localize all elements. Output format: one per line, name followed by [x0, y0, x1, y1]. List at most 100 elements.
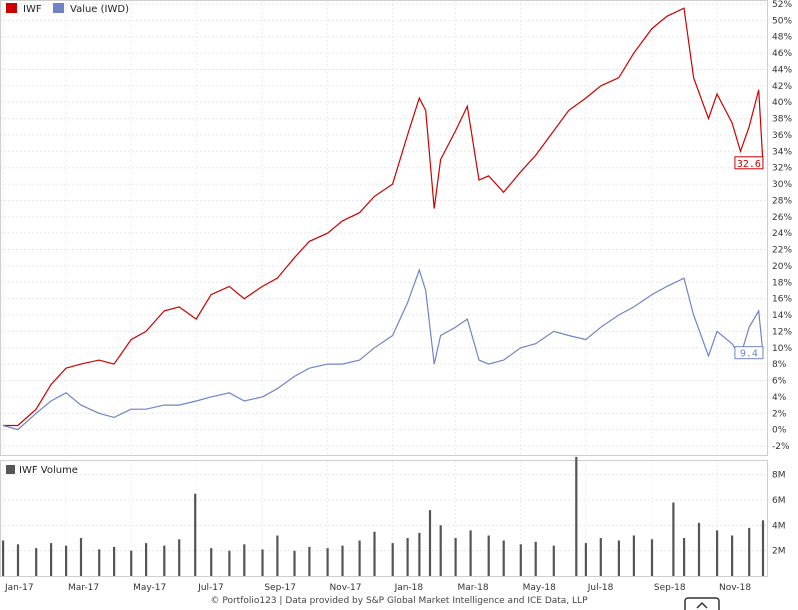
x-tick-may-17: May-17	[133, 583, 166, 593]
volume-bar	[2, 540, 5, 576]
x-tick-sep-18: Sep-18	[654, 583, 686, 593]
volume-bar	[373, 531, 376, 576]
volume-bar	[113, 546, 116, 576]
y-tick-0: 0%	[772, 426, 787, 436]
legend-swatch-iwf	[6, 3, 17, 13]
legend-label-value-iwd: Value (IWD)	[70, 4, 129, 15]
y-tick-20: 20%	[772, 262, 792, 272]
volume-bar	[261, 549, 264, 576]
vol-y-tick-2m: 2M	[772, 547, 786, 557]
vol-y-tick-6m: 6M	[772, 496, 786, 506]
y-tick-48: 48%	[772, 33, 792, 43]
volume-bar	[178, 539, 181, 576]
x-tick-sep-17: Sep-17	[264, 583, 296, 593]
price-panel-frame	[0, 0, 768, 456]
volume-bar	[228, 550, 231, 576]
volume-bar	[672, 502, 675, 576]
volume-bar	[406, 538, 409, 576]
volume-bar	[439, 525, 442, 576]
volume-bar	[761, 520, 765, 576]
y-tick-28: 28%	[772, 196, 792, 206]
main-gridlines	[0, 0, 767, 456]
volume-bar	[716, 530, 719, 576]
volume-bar	[454, 538, 457, 576]
volume-bar	[683, 538, 686, 576]
volume-bar	[145, 543, 148, 576]
volume-bar	[428, 510, 432, 576]
x-tick-nov-18: Nov-18	[719, 583, 751, 593]
chevron-up-icon	[696, 601, 708, 609]
x-tick-nov-17: Nov-17	[329, 583, 361, 593]
y-tick-34: 34%	[772, 147, 792, 157]
volume-axis-ticks: 2M 4M 6M 8M	[772, 471, 786, 557]
vol-y-tick-8m: 8M	[772, 471, 786, 481]
y-tick-22: 22%	[772, 246, 792, 256]
volume-bar	[731, 535, 734, 576]
volume-bar	[308, 546, 311, 576]
y-tick-44: 44%	[772, 65, 792, 75]
volume-bar	[632, 535, 635, 576]
y-tick-40: 40%	[772, 98, 792, 108]
y-tick-14: 14%	[772, 311, 792, 321]
volume-bar	[697, 522, 701, 576]
end-label-value-iwd: 9.4	[740, 349, 758, 360]
x-tick-jan-18: Jan-18	[394, 583, 424, 593]
x-tick-mar-18: Mar-18	[458, 583, 489, 593]
x-tick-may-18: May-18	[523, 583, 556, 593]
y-tick-4: 4%	[772, 393, 787, 403]
volume-bar	[502, 540, 505, 576]
volume-bar	[65, 545, 68, 576]
price-series-group	[2, 7, 764, 431]
x-tick-jul-17: Jul-17	[197, 583, 224, 593]
legend: IWF Value (IWD)	[6, 3, 129, 15]
volume-bar	[210, 548, 213, 576]
y-tick-50: 50%	[772, 16, 792, 26]
volume-bar	[469, 530, 472, 576]
y-tick-6: 6%	[772, 377, 787, 387]
volume-bar	[276, 535, 279, 576]
y-tick-12: 12%	[772, 327, 792, 337]
volume-legend-swatch	[6, 465, 15, 474]
y-tick-10: 10%	[772, 344, 792, 354]
volume-bar	[326, 548, 329, 576]
volume-bars	[2, 456, 765, 576]
y-tick-30: 30%	[772, 180, 792, 190]
volume-bar	[418, 532, 421, 576]
vol-y-tick-4m: 4M	[772, 521, 786, 531]
y-tick-2: -2%	[772, 442, 790, 452]
volume-bar	[98, 549, 101, 576]
y-tick-52: 52%	[772, 0, 792, 10]
end-label-iwf: 32.6	[737, 159, 761, 170]
volume-bar	[50, 543, 53, 576]
scroll-to-top-button[interactable]	[684, 597, 720, 610]
volume-bar	[391, 543, 394, 576]
volume-bar	[552, 545, 555, 576]
data-credit: © Portfolio123 | Data provided by S&P Gl…	[211, 596, 589, 606]
price-axis-ticks: -2% 0% 2% 4% 6% 8% 10% 12% 14% 16% 18% 20% 22% 24% 26%…	[772, 0, 792, 452]
y-tick-36: 36%	[772, 131, 792, 141]
volume-bar	[194, 493, 197, 576]
volume-bar	[617, 540, 620, 576]
volume-panel-frame	[0, 460, 768, 577]
volume-bar	[341, 545, 344, 576]
x-tick-jan-17: Jan-17	[4, 583, 34, 593]
volume-bar	[584, 543, 587, 576]
y-tick-8: 8%	[772, 360, 787, 370]
volume-bar	[130, 550, 133, 576]
x-tick-jul-18: Jul-18	[587, 583, 614, 593]
y-tick-24: 24%	[772, 229, 792, 239]
legend-swatch-value-iwd	[53, 3, 64, 13]
volume-bar	[519, 544, 522, 576]
volume-bar	[650, 539, 654, 576]
x-tick-mar-17: Mar-17	[68, 583, 99, 593]
y-tick-38: 38%	[772, 115, 792, 125]
volume-bar	[599, 538, 602, 576]
y-tick-42: 42%	[772, 82, 792, 92]
y-tick-16: 16%	[772, 295, 792, 305]
end-label-box-iwf	[734, 156, 764, 170]
series-line-value-iwd	[2, 268, 764, 431]
volume-bar	[16, 544, 20, 576]
legend-label-iwf: IWF	[23, 4, 42, 15]
volume-bar	[487, 535, 490, 576]
